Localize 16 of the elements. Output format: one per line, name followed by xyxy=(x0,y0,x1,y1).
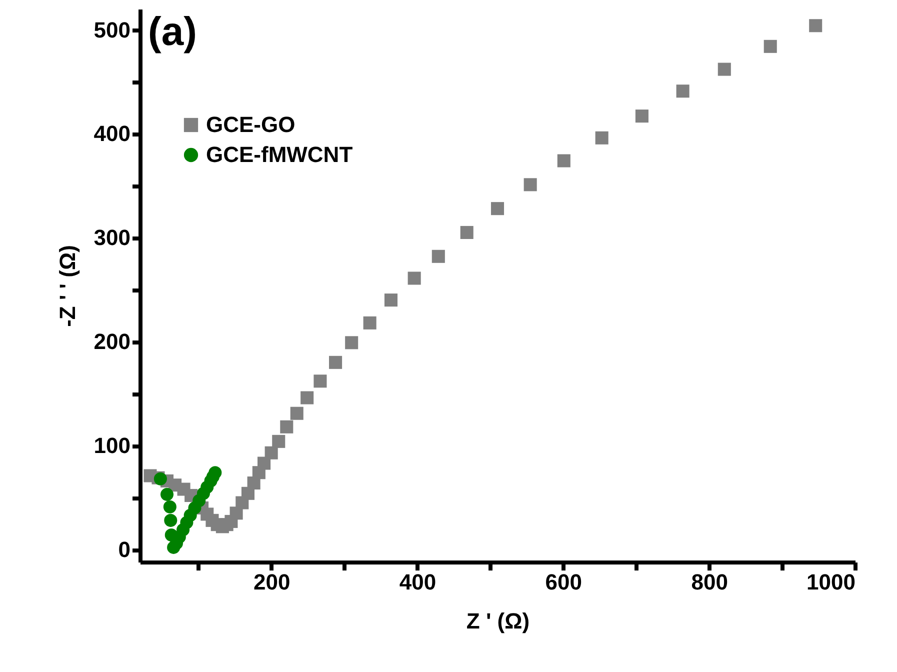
y-tick-label: 500 xyxy=(94,17,130,42)
x-tick-label: 600 xyxy=(545,570,582,594)
x-tick-label: 800 xyxy=(691,570,728,594)
y-axis-title: -Z ' ' (Ω) xyxy=(54,245,80,327)
annotation: (a) xyxy=(148,10,197,54)
x-tick-label: 200 xyxy=(253,570,290,594)
x-axis-title: Z ' (Ω) xyxy=(466,608,530,634)
y-tick-label: 300 xyxy=(94,225,130,250)
x-tick-label: 1000 xyxy=(806,570,856,594)
legend-label: GCE-GO xyxy=(206,112,296,137)
x-tick-label: 400 xyxy=(399,570,436,594)
y-tick-label: 100 xyxy=(94,433,130,458)
y-tick-label: 0 xyxy=(118,537,130,562)
y-tick-label: 200 xyxy=(94,329,130,354)
legend-label: GCE-fMWCNT xyxy=(206,142,354,167)
y-tick-label: 400 xyxy=(94,121,130,146)
